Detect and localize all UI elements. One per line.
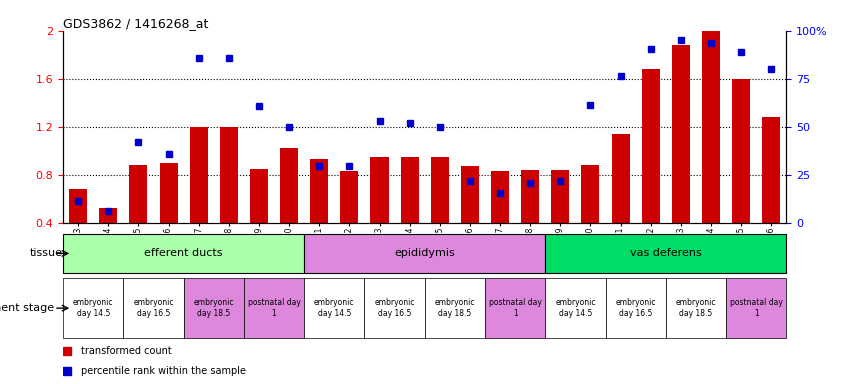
Bar (189, 127, 208, 223)
Bar (304, 234, 545, 273)
Bar (130, 165, 147, 223)
Bar (431, 157, 449, 223)
Text: embryonic
day 16.5: embryonic day 16.5 (133, 298, 174, 318)
Bar (642, 69, 659, 223)
Text: embryonic
day 14.5: embryonic day 14.5 (314, 298, 355, 318)
Text: embryonic
day 16.5: embryonic day 16.5 (616, 298, 656, 318)
Text: embryonic
day 18.5: embryonic day 18.5 (435, 298, 475, 318)
Bar (220, 127, 238, 223)
Bar (545, 278, 606, 338)
Text: postnatal day
1: postnatal day 1 (489, 298, 542, 318)
Bar (762, 117, 780, 223)
Bar (310, 159, 328, 223)
Bar (702, 31, 720, 223)
Bar (425, 278, 485, 338)
Text: embryonic
day 18.5: embryonic day 18.5 (675, 298, 717, 318)
Text: vas deferens: vas deferens (630, 248, 701, 258)
Text: embryonic
day 18.5: embryonic day 18.5 (193, 298, 234, 318)
Bar (124, 278, 183, 338)
Bar (666, 278, 726, 338)
Bar (99, 208, 117, 223)
Bar (183, 278, 244, 338)
Text: transformed count: transformed count (81, 346, 172, 356)
Text: embryonic
day 14.5: embryonic day 14.5 (555, 298, 595, 318)
Text: efferent ducts: efferent ducts (145, 248, 223, 258)
Bar (521, 170, 539, 223)
Bar (461, 166, 479, 223)
Bar (364, 278, 425, 338)
Bar (250, 169, 268, 223)
Text: tissue: tissue (29, 248, 62, 258)
Bar (370, 157, 389, 223)
Text: postnatal day
1: postnatal day 1 (247, 298, 300, 318)
Bar (732, 79, 750, 223)
Bar (341, 171, 358, 223)
Text: postnatal day
1: postnatal day 1 (730, 298, 783, 318)
Bar (611, 134, 630, 223)
Bar (545, 234, 786, 273)
Bar (280, 148, 298, 223)
Bar (63, 278, 124, 338)
Text: development stage: development stage (0, 303, 54, 313)
Text: percentile rank within the sample: percentile rank within the sample (81, 366, 246, 376)
Bar (63, 234, 304, 273)
Bar (244, 278, 304, 338)
Bar (606, 278, 666, 338)
Text: embryonic
day 16.5: embryonic day 16.5 (374, 298, 415, 318)
Bar (726, 278, 786, 338)
Text: GDS3862 / 1416268_at: GDS3862 / 1416268_at (63, 17, 209, 30)
Bar (581, 165, 600, 223)
Text: epididymis: epididymis (394, 248, 455, 258)
Bar (400, 157, 419, 223)
Text: embryonic
day 14.5: embryonic day 14.5 (73, 298, 114, 318)
Bar (491, 171, 509, 223)
Bar (69, 189, 87, 223)
Bar (672, 45, 690, 223)
Bar (304, 278, 364, 338)
Bar (551, 170, 569, 223)
Bar (160, 163, 177, 223)
Bar (485, 278, 545, 338)
